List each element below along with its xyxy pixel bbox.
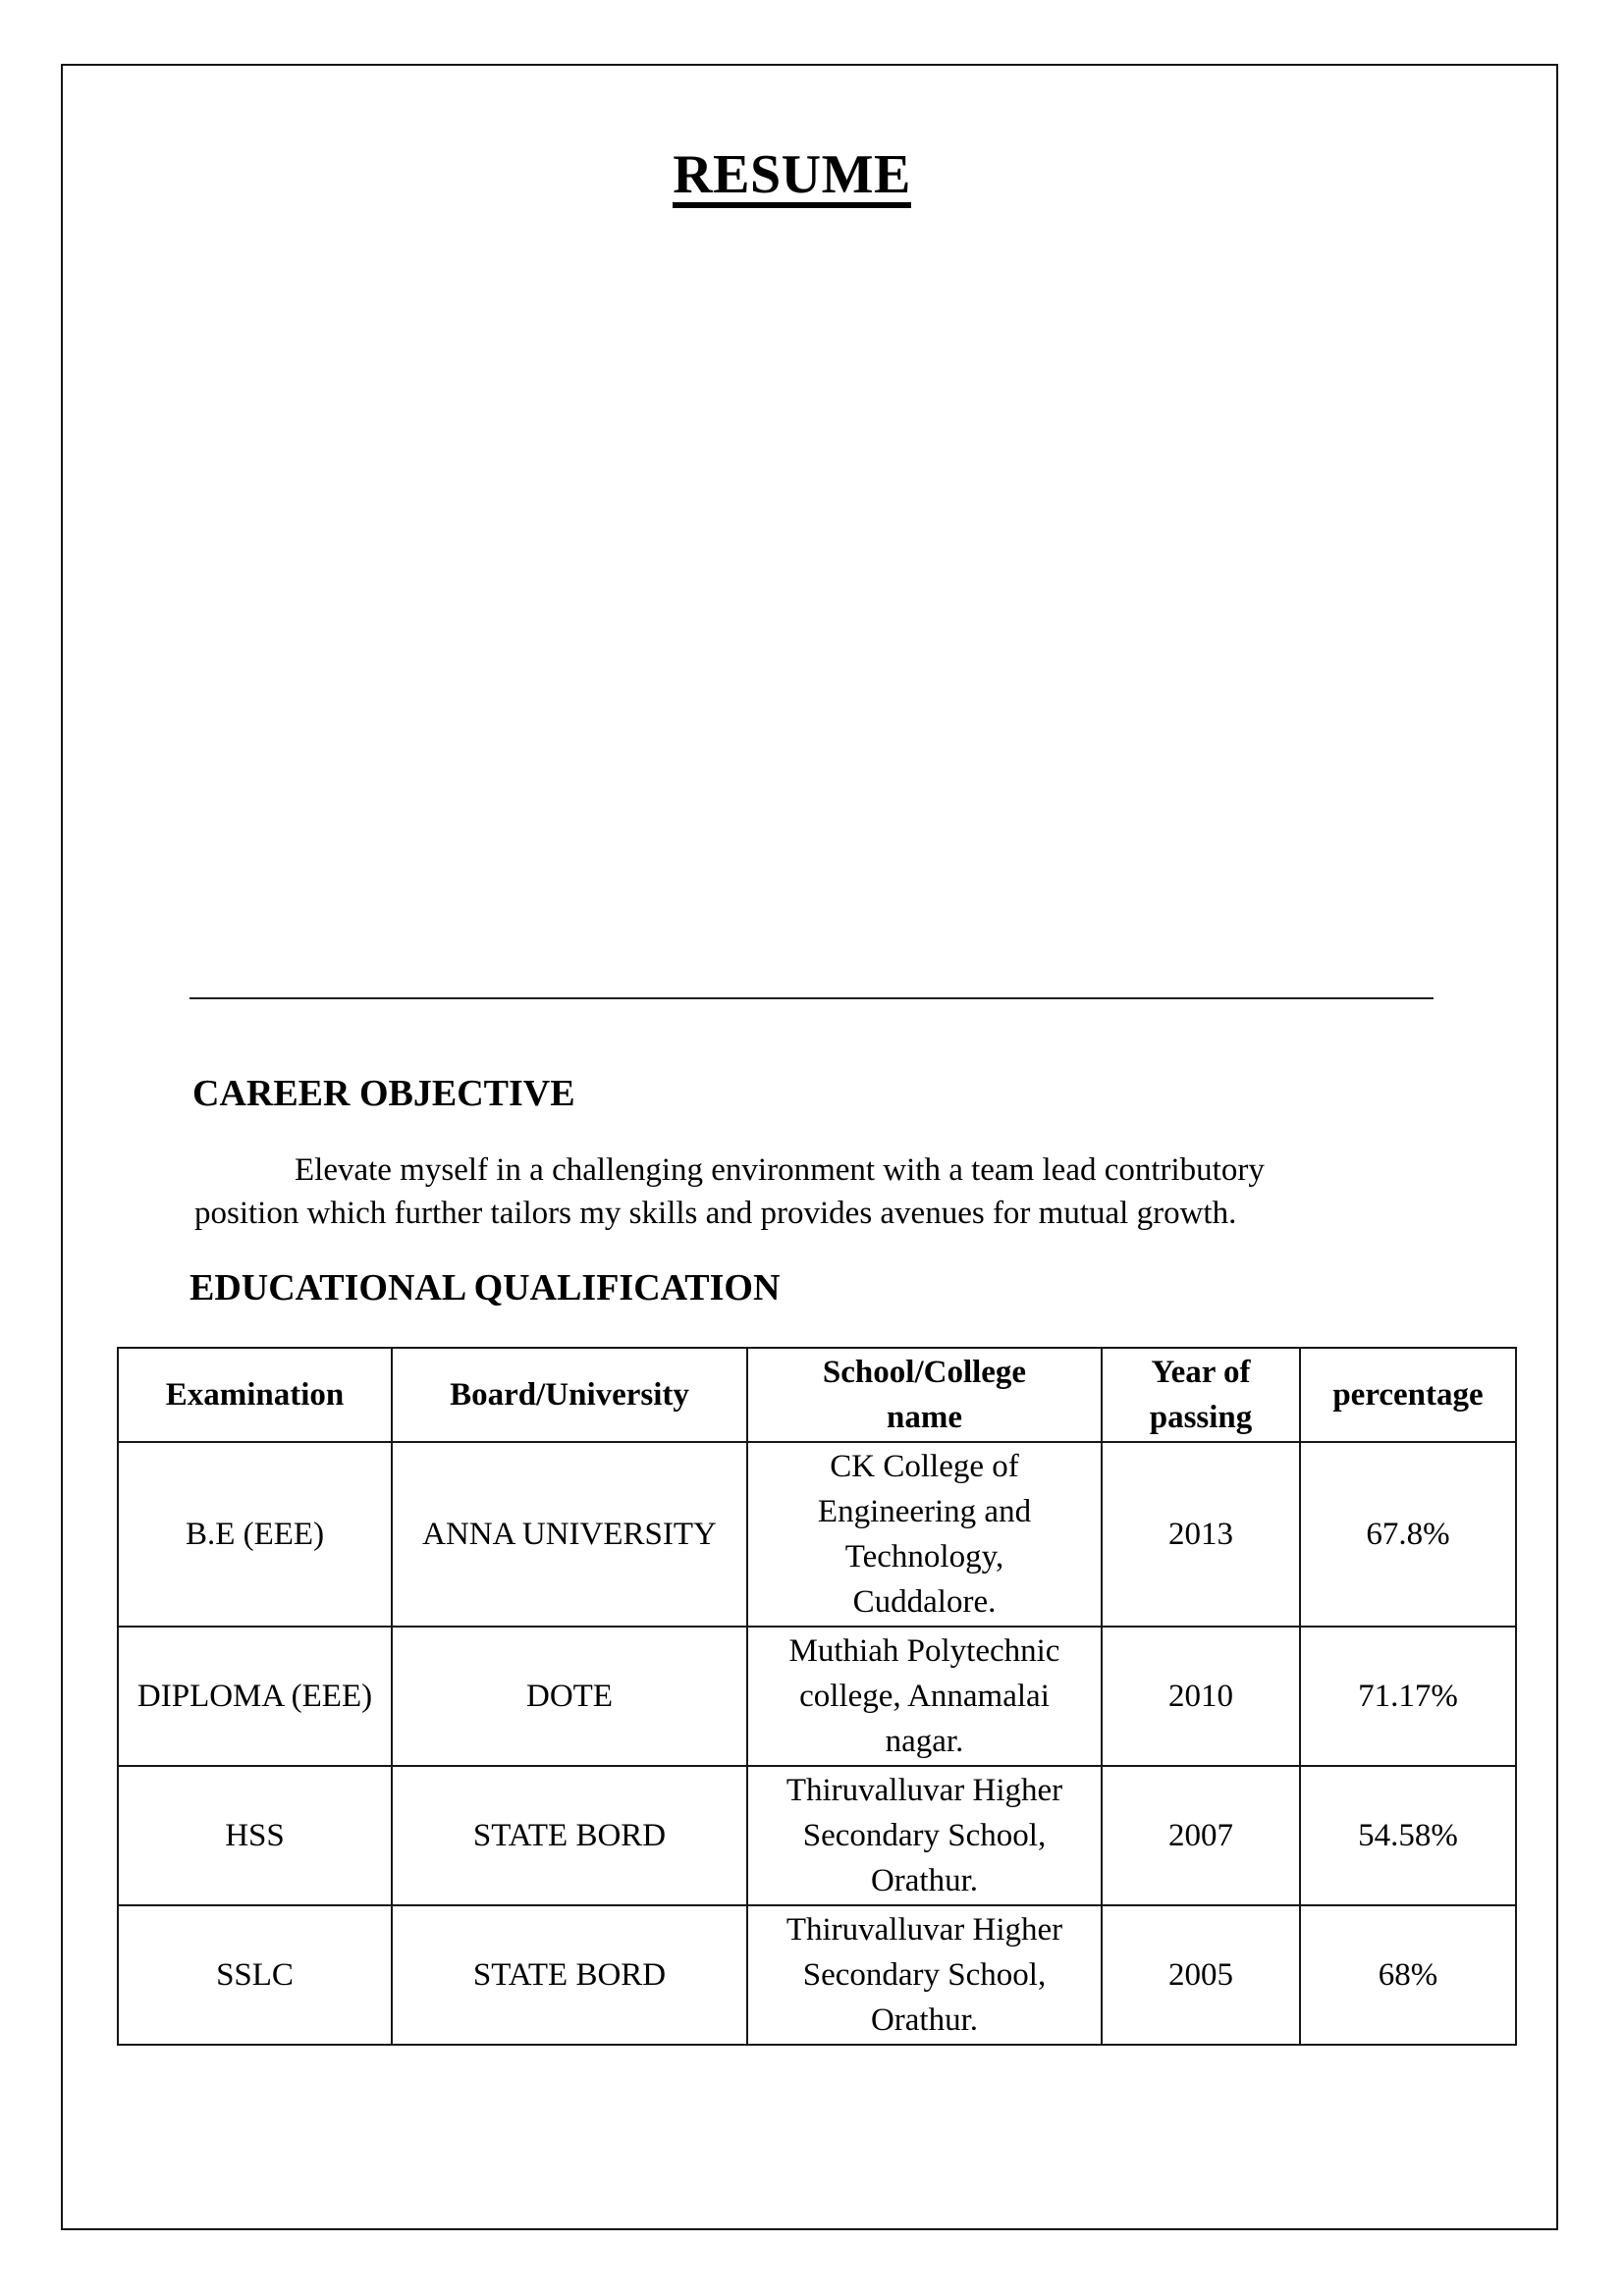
header-divider-line xyxy=(189,997,1434,999)
table-cell-board: STATE BORD xyxy=(391,1765,748,1906)
col-header-board-university: Board/University xyxy=(391,1347,748,1443)
table-cell-examination: SSLC xyxy=(117,1904,393,2046)
career-objective-heading: CAREER OBJECTIVE xyxy=(192,1073,575,1114)
table-cell-year: 2005 xyxy=(1101,1904,1301,2046)
table-row-hss: HSS STATE BORD Thiruvalluvar Higher Seco… xyxy=(117,1765,1517,1906)
col-header-percentage: percentage xyxy=(1299,1347,1517,1443)
table-row-sslc: SSLC STATE BORD Thiruvalluvar Higher Sec… xyxy=(117,1904,1517,2046)
col-header-examination: Examination xyxy=(117,1347,393,1443)
document-title: RESUME xyxy=(673,147,911,208)
education-table: Examination Board/University School/Coll… xyxy=(117,1347,1517,2046)
table-cell-examination: HSS xyxy=(117,1765,393,1906)
table-cell-school: CK College of Engineering and Technology… xyxy=(746,1441,1103,1628)
table-header-row: Examination Board/University School/Coll… xyxy=(117,1347,1517,1443)
table-cell-year: 2007 xyxy=(1101,1765,1301,1906)
table-row-diploma-eee: DIPLOMA (EEE) DOTE Muthiah Polytechnic c… xyxy=(117,1626,1517,1767)
table-cell-percentage: 54.58% xyxy=(1299,1765,1517,1906)
col-header-school-college-name: School/College name xyxy=(746,1347,1103,1443)
table-cell-percentage: 71.17% xyxy=(1299,1626,1517,1767)
education-heading: EDUCATIONAL QUALIFICATION xyxy=(189,1267,781,1308)
table-cell-examination: DIPLOMA (EEE) xyxy=(117,1626,393,1767)
career-objective-text: Elevate myself in a challenging environm… xyxy=(194,1152,1265,1231)
table-cell-board: ANNA UNIVERSITY xyxy=(391,1441,748,1628)
table-row-be-eee: B.E (EEE) ANNA UNIVERSITY CK College of … xyxy=(117,1441,1517,1628)
table-cell-school: Thiruvalluvar Higher Secondary School, O… xyxy=(746,1765,1103,1906)
table-cell-examination: B.E (EEE) xyxy=(117,1441,393,1628)
page-border xyxy=(61,64,1558,2230)
col-header-year-of-passing: Year of passing xyxy=(1101,1347,1301,1443)
table-cell-school: Thiruvalluvar Higher Secondary School, O… xyxy=(746,1904,1103,2046)
table-cell-board: STATE BORD xyxy=(391,1904,748,2046)
table-cell-percentage: 68% xyxy=(1299,1904,1517,2046)
table-cell-board: DOTE xyxy=(391,1626,748,1767)
table-cell-year: 2013 xyxy=(1101,1441,1301,1628)
title-container: RESUME xyxy=(0,147,1584,208)
table-cell-school: Muthiah Polytechnic college, Annamalai n… xyxy=(746,1626,1103,1767)
table-cell-year: 2010 xyxy=(1101,1626,1301,1767)
table-cell-percentage: 67.8% xyxy=(1299,1441,1517,1628)
